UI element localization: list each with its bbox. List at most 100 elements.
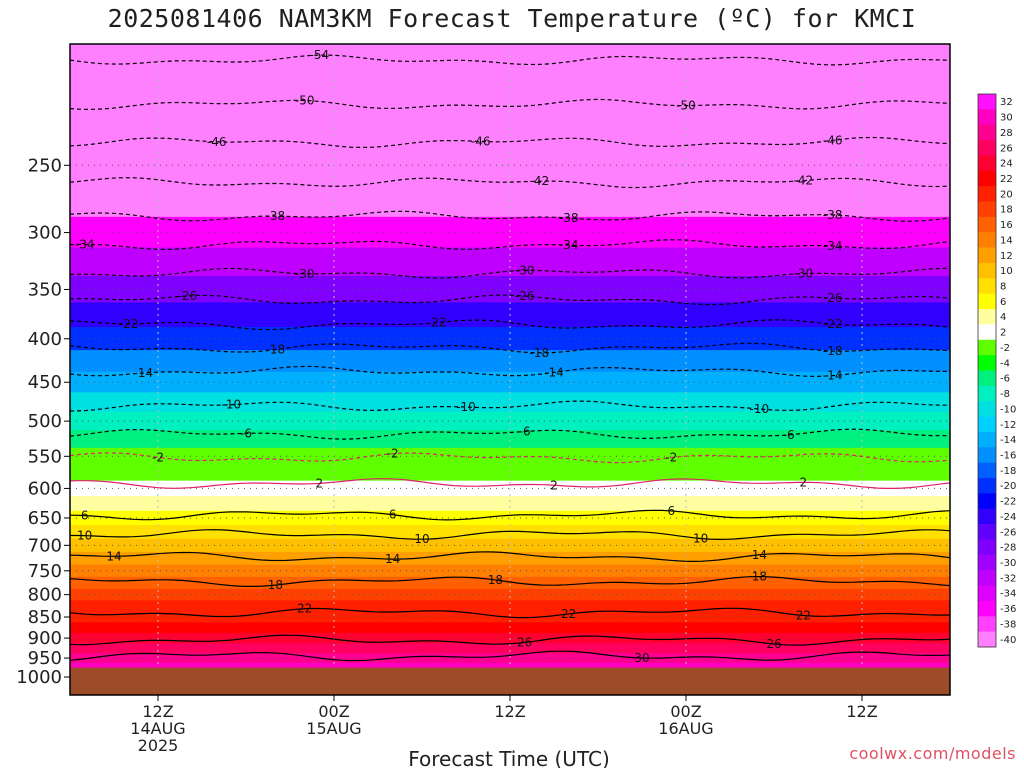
isotherm-label: 2 bbox=[800, 475, 808, 489]
legend-label: -34 bbox=[1000, 589, 1016, 600]
isotherm-label: 10 bbox=[693, 531, 708, 545]
isotherm-label: -22 bbox=[119, 317, 139, 331]
isotherm-label: 10 bbox=[77, 529, 92, 543]
isotherm-label: -26 bbox=[178, 289, 198, 303]
legend-frame bbox=[977, 93, 997, 648]
temperature-band bbox=[70, 276, 950, 303]
legend-label: -26 bbox=[1000, 527, 1016, 538]
isotherm-contours: -54-50 -50-46 -46 -46-42 -42-38 -38 -38-34 -34-… bbox=[70, 48, 950, 665]
temperature-band bbox=[70, 247, 950, 277]
legend-label: -24 bbox=[1000, 512, 1016, 523]
time-tick-label: 2025 bbox=[138, 736, 179, 755]
isotherm-label: -18 bbox=[530, 346, 550, 360]
legend-swatch bbox=[978, 339, 996, 356]
isotherm-label: 2 bbox=[316, 476, 324, 490]
legend-swatch bbox=[978, 616, 996, 632]
isotherm-label: 14 bbox=[385, 552, 400, 566]
legend-label: -18 bbox=[1000, 466, 1016, 477]
legend-label: -30 bbox=[1000, 558, 1016, 569]
isotherm-label: -14 bbox=[544, 365, 564, 379]
legend-swatch bbox=[978, 247, 996, 264]
x-axis-title: Forecast Time (UTC) bbox=[408, 747, 610, 768]
isotherm-label: -10 bbox=[222, 398, 242, 412]
isotherm-label: 6 bbox=[668, 504, 676, 518]
legend-swatch bbox=[978, 124, 996, 141]
isotherm-line bbox=[70, 478, 950, 489]
temperature-band bbox=[70, 564, 950, 578]
legend-label: 16 bbox=[1000, 220, 1013, 231]
isotherm-line bbox=[70, 551, 950, 563]
legend-label: -10 bbox=[1000, 404, 1016, 415]
isotherm-label: -42 bbox=[794, 174, 814, 188]
time-tick-label: 12Z bbox=[846, 702, 877, 721]
legend-swatch bbox=[978, 447, 996, 463]
isotherm-label: -22 bbox=[427, 316, 447, 330]
temperature-band bbox=[70, 576, 950, 590]
legend-label: 26 bbox=[1000, 143, 1013, 154]
isotherm-label: 26 bbox=[517, 635, 532, 649]
legend-swatch bbox=[978, 201, 996, 218]
temperature-band bbox=[70, 551, 950, 566]
legend-swatch bbox=[978, 385, 996, 402]
temperature-band bbox=[70, 600, 950, 613]
isotherm-label: 22 bbox=[796, 608, 811, 622]
isotherm-line bbox=[70, 319, 950, 331]
temperature-band bbox=[70, 44, 950, 65]
isotherm-label: -50 bbox=[676, 99, 696, 113]
isotherm-label: -30 bbox=[515, 263, 535, 277]
isotherm-line bbox=[70, 98, 950, 111]
temperature-band bbox=[70, 496, 950, 512]
pressure-tick-label: 800 bbox=[28, 585, 62, 606]
isotherm-line bbox=[70, 634, 950, 646]
pressure-tick-label: 550 bbox=[28, 446, 62, 467]
isotherm-line bbox=[70, 650, 950, 662]
temperature-band bbox=[70, 653, 950, 664]
isotherm-line bbox=[70, 529, 950, 541]
legend-label: 2 bbox=[1000, 328, 1006, 339]
time-tick-label: 00Z bbox=[318, 702, 349, 721]
temperature-band bbox=[70, 371, 950, 393]
isotherm-label: -14 bbox=[134, 366, 154, 380]
temperature-band bbox=[70, 464, 950, 482]
isotherm-label: -38 bbox=[559, 211, 579, 225]
legend-label: -8 bbox=[1000, 389, 1010, 400]
legend-swatch bbox=[978, 524, 996, 540]
isotherm-label: 10 bbox=[414, 532, 429, 546]
isotherm-label: -38 bbox=[266, 209, 286, 223]
legend-label: -38 bbox=[1000, 619, 1016, 630]
pressure-tick-label: 250 bbox=[28, 155, 62, 176]
legend-swatch bbox=[978, 539, 996, 556]
legend-swatch bbox=[978, 94, 996, 110]
isotherm-label: -46 bbox=[823, 133, 843, 147]
legend-label: -12 bbox=[1000, 420, 1016, 431]
legend-swatch bbox=[978, 170, 996, 187]
legend-swatch bbox=[978, 416, 996, 433]
legend-label: 22 bbox=[1000, 174, 1013, 185]
legend-swatch bbox=[978, 232, 996, 248]
isotherm-label: -50 bbox=[295, 93, 315, 107]
legend-label: 12 bbox=[1000, 251, 1013, 262]
isotherm-line bbox=[70, 54, 950, 66]
isotherm-label: 26 bbox=[766, 637, 781, 651]
isotherm-label: 14 bbox=[106, 549, 121, 563]
legend-label: -4 bbox=[1000, 358, 1010, 369]
legend-swatch bbox=[978, 309, 996, 325]
temperature-band bbox=[70, 538, 950, 553]
color-legend: 32 30 28 26 24 22 20 18 16 14 12 10 8 6 4 2 -2 -4 -6 -8 -10 -… bbox=[977, 93, 1016, 648]
time-tick-label: 14AUG bbox=[130, 719, 185, 738]
isotherm-label: -6 bbox=[519, 425, 531, 439]
legend-swatch bbox=[978, 355, 996, 371]
pressure-tick-label: 450 bbox=[28, 372, 62, 393]
legend-swatch bbox=[978, 262, 996, 279]
isotherm-label: -26 bbox=[515, 289, 535, 303]
isotherm-label: -30 bbox=[794, 267, 814, 281]
isotherm-label: -54 bbox=[310, 48, 330, 62]
isotherm-label: -26 bbox=[823, 291, 843, 305]
legend-swatch bbox=[978, 186, 996, 202]
isotherm-label: -2 bbox=[152, 450, 164, 464]
time-tick-label: 00Z bbox=[670, 702, 701, 721]
legend-label: 30 bbox=[1000, 113, 1013, 124]
legend-swatch bbox=[978, 140, 996, 156]
chart-title: 2025081406 NAM3KM Forecast Temperature (… bbox=[107, 4, 917, 33]
